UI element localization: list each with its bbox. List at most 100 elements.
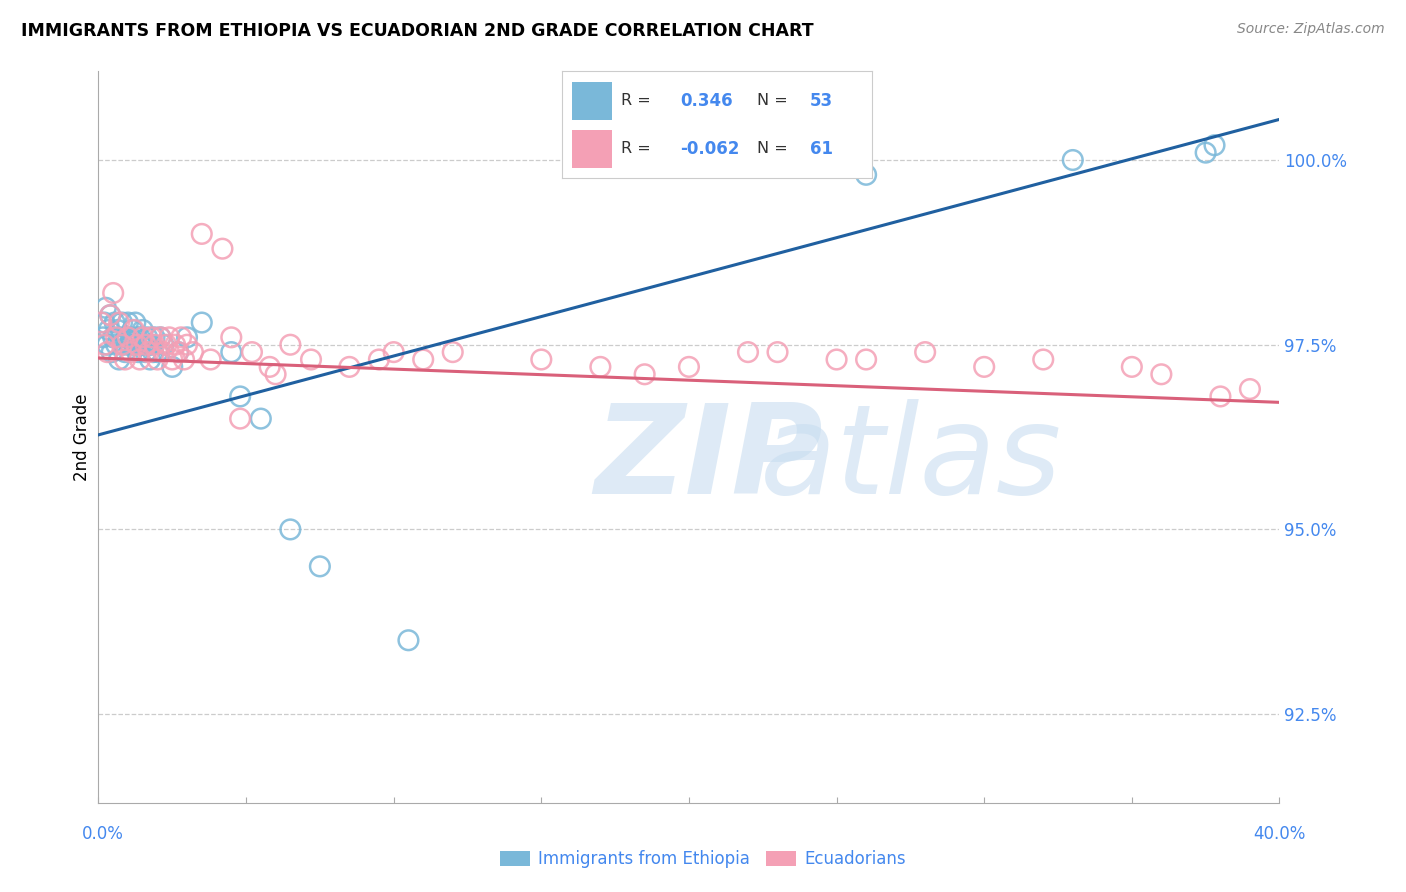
Point bbox=[176, 330, 198, 344]
Point bbox=[191, 227, 214, 241]
Point bbox=[122, 337, 145, 351]
Point bbox=[141, 330, 163, 344]
Point bbox=[149, 330, 172, 344]
Point bbox=[143, 337, 166, 351]
Point bbox=[108, 316, 131, 330]
Point bbox=[155, 337, 177, 351]
Point bbox=[1032, 352, 1054, 367]
Text: 40.0%: 40.0% bbox=[1253, 825, 1306, 843]
Point bbox=[191, 316, 214, 330]
Bar bbox=[572, 130, 612, 168]
Text: -0.062: -0.062 bbox=[681, 140, 740, 158]
Point bbox=[176, 337, 198, 351]
Point bbox=[93, 316, 115, 330]
Point bbox=[100, 345, 122, 359]
Point bbox=[173, 352, 195, 367]
Point bbox=[125, 337, 148, 351]
Point bbox=[121, 323, 143, 337]
Point bbox=[146, 345, 169, 359]
Point bbox=[396, 633, 419, 648]
Point bbox=[678, 359, 700, 374]
Point bbox=[221, 330, 243, 344]
Point bbox=[94, 301, 117, 315]
Point bbox=[139, 352, 162, 367]
Point bbox=[1121, 359, 1143, 374]
Point bbox=[240, 345, 263, 359]
Point bbox=[124, 316, 146, 330]
Point bbox=[136, 330, 159, 344]
Point bbox=[117, 330, 139, 344]
Point bbox=[855, 352, 877, 367]
Point bbox=[278, 523, 302, 537]
Point bbox=[127, 345, 149, 359]
Legend: Immigrants from Ethiopia, Ecuadorians: Immigrants from Ethiopia, Ecuadorians bbox=[494, 844, 912, 875]
Point bbox=[167, 345, 190, 359]
Point bbox=[162, 352, 183, 367]
Point bbox=[278, 337, 302, 351]
Point bbox=[98, 308, 121, 322]
Point bbox=[103, 330, 125, 344]
Point bbox=[170, 330, 193, 344]
Point bbox=[766, 345, 789, 359]
Point bbox=[138, 345, 160, 359]
Text: R =: R = bbox=[621, 94, 651, 108]
Point bbox=[1209, 389, 1232, 403]
Point bbox=[120, 330, 142, 344]
Point bbox=[181, 345, 204, 359]
Point bbox=[105, 330, 128, 344]
Point bbox=[132, 323, 155, 337]
Point bbox=[115, 330, 138, 344]
Point bbox=[135, 337, 157, 351]
Point bbox=[146, 352, 169, 367]
Point bbox=[103, 285, 125, 300]
Point bbox=[441, 345, 464, 359]
Point bbox=[112, 337, 135, 351]
Y-axis label: 2nd Grade: 2nd Grade bbox=[73, 393, 91, 481]
Point bbox=[120, 345, 142, 359]
Text: R =: R = bbox=[621, 142, 651, 156]
Point bbox=[1239, 382, 1261, 396]
Text: 53: 53 bbox=[810, 92, 832, 110]
Point bbox=[129, 337, 152, 351]
Point bbox=[229, 411, 252, 425]
Point bbox=[91, 330, 114, 344]
Point bbox=[97, 323, 120, 337]
Point bbox=[200, 352, 222, 367]
Point bbox=[98, 308, 121, 322]
Point bbox=[96, 337, 118, 351]
Text: N =: N = bbox=[758, 142, 787, 156]
Point bbox=[633, 368, 655, 382]
Point bbox=[825, 352, 848, 367]
Point bbox=[914, 345, 936, 359]
Point bbox=[141, 337, 163, 351]
Point bbox=[128, 352, 150, 367]
Point bbox=[309, 559, 332, 574]
Point bbox=[110, 330, 132, 344]
Point bbox=[1062, 153, 1084, 167]
Point bbox=[157, 330, 180, 344]
Point bbox=[368, 352, 391, 367]
Point bbox=[135, 345, 157, 359]
Point bbox=[90, 316, 112, 330]
Text: 61: 61 bbox=[810, 140, 832, 158]
Point bbox=[138, 337, 160, 351]
Point bbox=[299, 352, 322, 367]
Point bbox=[250, 411, 273, 425]
Point bbox=[589, 359, 612, 374]
Point bbox=[104, 316, 127, 330]
Point bbox=[165, 337, 187, 351]
Point bbox=[167, 345, 190, 359]
Point bbox=[125, 330, 148, 344]
Point bbox=[111, 316, 134, 330]
Text: atlas: atlas bbox=[759, 399, 1062, 519]
Point bbox=[737, 345, 759, 359]
Point bbox=[1195, 145, 1218, 160]
Text: 0.0%: 0.0% bbox=[82, 825, 124, 843]
Point bbox=[142, 345, 165, 359]
Point bbox=[149, 330, 172, 344]
Point bbox=[117, 316, 139, 330]
Point bbox=[1150, 368, 1173, 382]
Point bbox=[382, 345, 405, 359]
Point bbox=[973, 359, 995, 374]
Point bbox=[111, 337, 134, 351]
